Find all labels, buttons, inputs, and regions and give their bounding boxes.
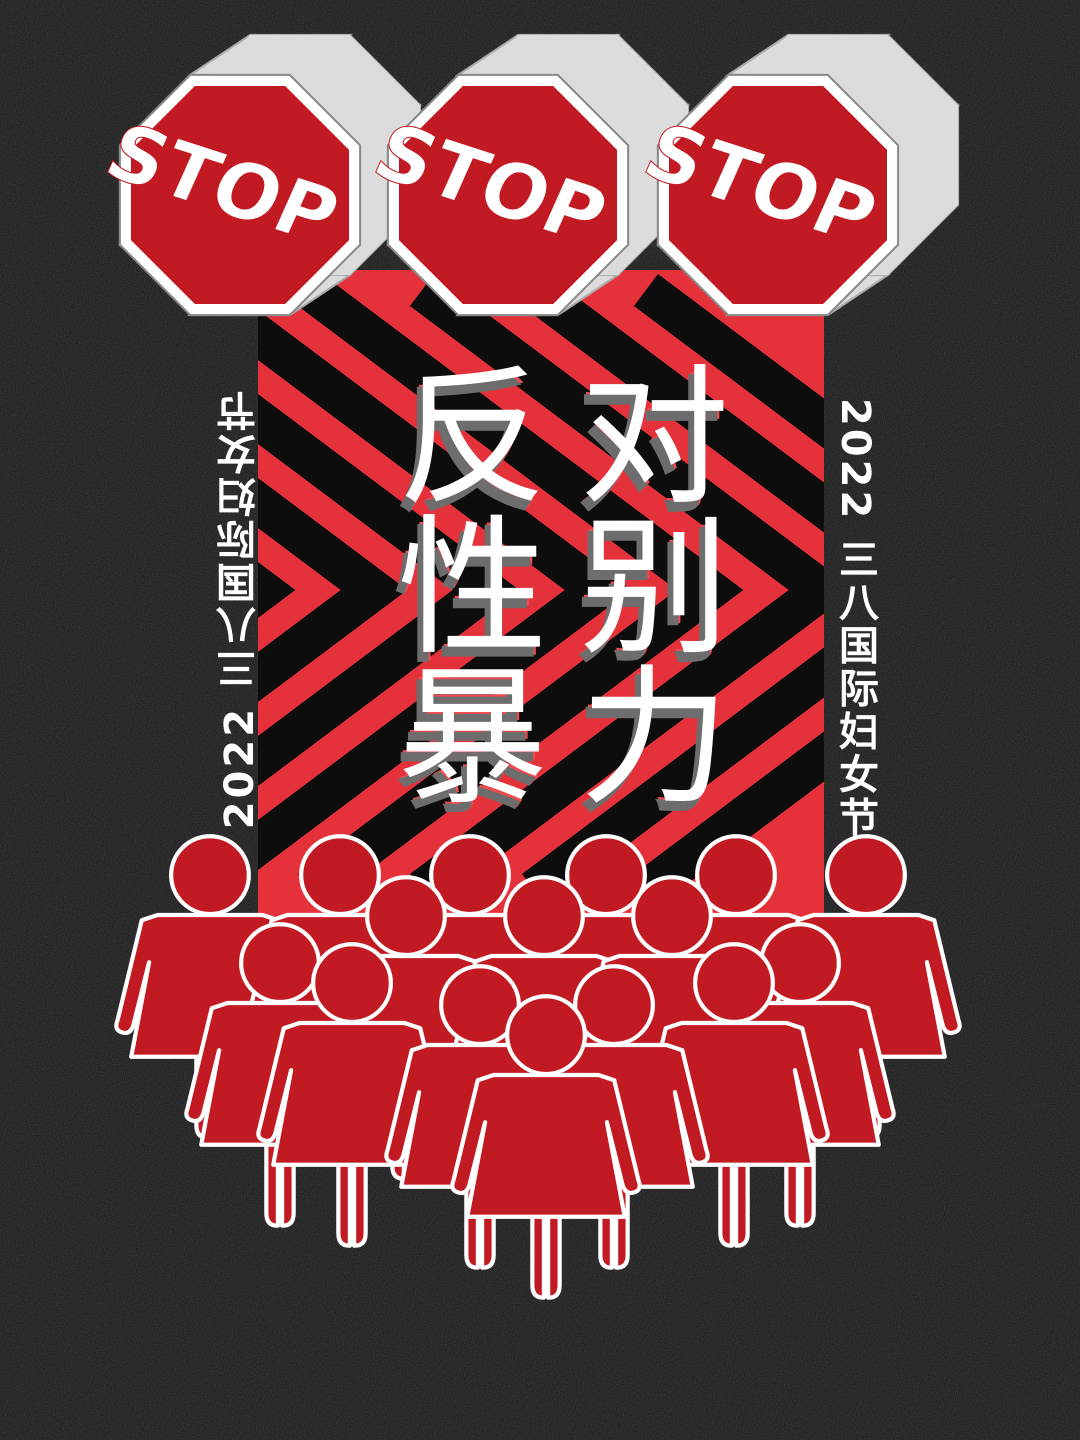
woman-figure-icon	[450, 994, 642, 1300]
stop-sign-icon: STOP	[93, 33, 422, 317]
chevron-stripe	[258, 394, 520, 786]
chevron-stripe	[258, 562, 296, 618]
side-text-left: 2022 三八国际妇女节	[217, 388, 263, 830]
title-column-2: 对别力	[554, 358, 728, 808]
chevron-stripe	[258, 310, 632, 870]
chevron-stripe	[410, 274, 824, 906]
women-crowd	[114, 834, 962, 1300]
side-text-right: 2022 三八国际妇女节	[832, 398, 878, 840]
striped-panel	[258, 270, 824, 950]
chevron-stripe	[258, 478, 408, 702]
stop-sign-icon: STOP	[361, 33, 690, 317]
chevron-stripe	[522, 274, 824, 906]
title-column-1: 反性暴	[372, 358, 546, 808]
stop-sign-icon: STOP	[631, 33, 960, 317]
chevron-stripe	[298, 274, 744, 906]
stop-signs: STOP STOP STOP	[93, 33, 960, 317]
chevron-stripe	[634, 274, 824, 906]
